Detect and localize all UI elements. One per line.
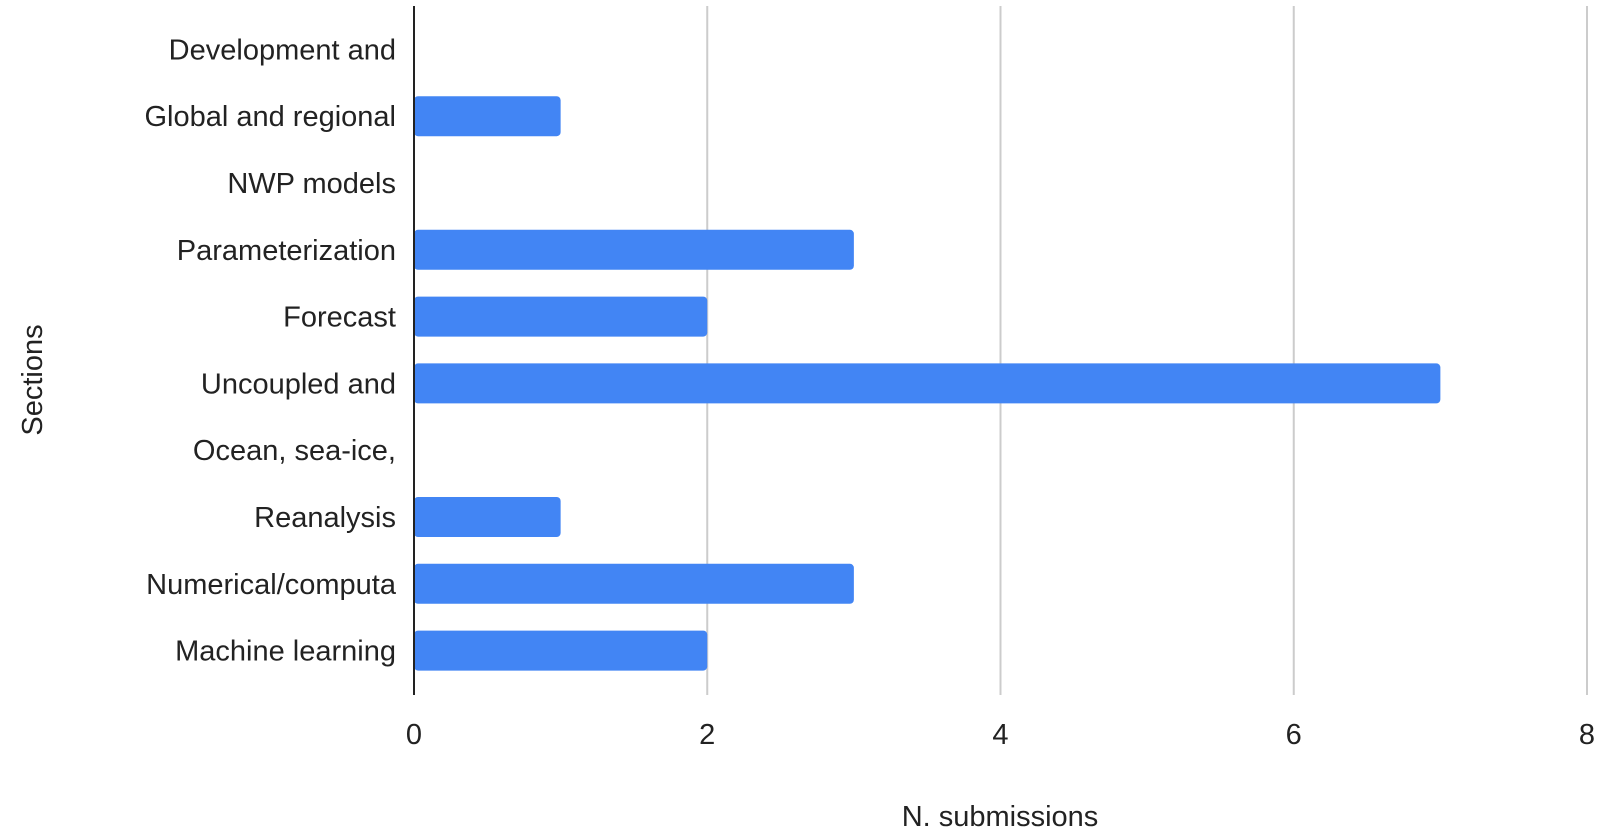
bar <box>414 363 1441 404</box>
category-label: Uncoupled and <box>201 368 396 400</box>
x-tick-label: 8 <box>1579 719 1595 751</box>
y-axis-title: Sections <box>17 324 49 435</box>
category-label: Ocean, sea-ice, <box>193 435 396 467</box>
category-label: Forecast <box>283 302 396 334</box>
bar <box>414 563 854 604</box>
category-label: Numerical/computa <box>146 569 397 601</box>
x-tick-label: 2 <box>699 719 715 751</box>
category-label: Parameterization <box>177 235 396 267</box>
category-label: Global and regional <box>144 101 396 133</box>
bar <box>414 229 854 270</box>
bars <box>414 96 1441 671</box>
bar <box>414 630 708 671</box>
x-tick-label: 6 <box>1286 719 1302 751</box>
category-label: Reanalysis <box>254 502 396 534</box>
category-labels: Development and Global and regional NWP mo… <box>144 34 396 667</box>
x-tick-label: 0 <box>406 719 422 751</box>
x-axis-title: N. submissions <box>902 801 1099 833</box>
category-label: Machine learning <box>175 636 396 668</box>
x-tick-labels: 0 2 4 6 8 <box>406 719 1595 751</box>
bar <box>414 296 708 337</box>
category-label: Development and <box>169 34 396 66</box>
bar <box>414 497 561 537</box>
x-tick-label: 4 <box>992 719 1008 751</box>
bar <box>414 96 561 137</box>
category-label: NWP models <box>227 168 396 200</box>
